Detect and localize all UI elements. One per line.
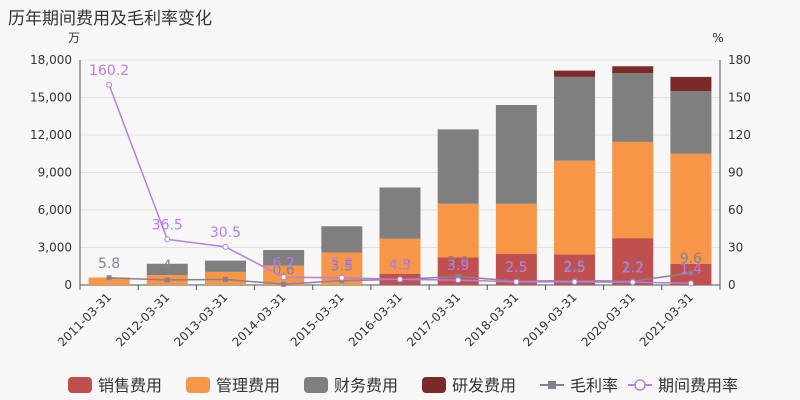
y-left-tick-label: 9,000 bbox=[38, 166, 72, 180]
x-tick-label: 2013-03-31 bbox=[171, 290, 230, 349]
line-point bbox=[688, 270, 694, 276]
data-label: 4.3 bbox=[389, 257, 411, 273]
bar-segment bbox=[379, 238, 421, 274]
x-tick-label: 2016-03-31 bbox=[346, 290, 405, 349]
x-tick-label: 2012-03-31 bbox=[113, 290, 172, 349]
bar-segment bbox=[670, 153, 712, 264]
bar-segment bbox=[321, 226, 363, 253]
bar-segment bbox=[612, 66, 654, 74]
data-label: 2.5 bbox=[505, 260, 527, 276]
y-right-tick-label: 30 bbox=[728, 241, 743, 255]
legend-swatch bbox=[68, 377, 92, 393]
x-tick-label: 2020-03-31 bbox=[579, 290, 638, 349]
data-label: 1.7 bbox=[622, 259, 644, 275]
line-point bbox=[164, 236, 171, 243]
bar-segment bbox=[670, 91, 712, 154]
line-point bbox=[687, 280, 694, 287]
line-point bbox=[164, 277, 170, 283]
x-tick-label: 2021-03-31 bbox=[637, 290, 696, 349]
legend-label: 管理费用 bbox=[216, 376, 280, 395]
line-point bbox=[513, 278, 520, 285]
y-right-tick-label: 90 bbox=[728, 166, 743, 180]
line-point bbox=[106, 81, 113, 88]
line-point bbox=[455, 274, 461, 279]
line-point bbox=[629, 279, 636, 286]
legend-label: 财务费用 bbox=[334, 376, 398, 395]
y-left-tick-label: 0 bbox=[64, 278, 72, 292]
bar-segment bbox=[437, 203, 479, 258]
y-right-unit: % bbox=[712, 31, 723, 45]
x-tick-label: 2017-03-31 bbox=[404, 290, 463, 349]
legend-swatch bbox=[186, 377, 210, 393]
y-left-tick-label: 18,000 bbox=[30, 53, 72, 67]
data-label: 36.5 bbox=[152, 217, 183, 233]
line-point bbox=[281, 281, 287, 287]
y-left-unit: 万 bbox=[68, 31, 80, 45]
line-point bbox=[280, 274, 287, 281]
data-label: 30.5 bbox=[210, 225, 241, 241]
data-label: 6.2 bbox=[273, 255, 295, 271]
line-point bbox=[455, 277, 462, 284]
bar-segment bbox=[495, 105, 537, 204]
bar-segment bbox=[612, 141, 654, 239]
legend-marker bbox=[548, 381, 556, 389]
line-point bbox=[222, 243, 229, 250]
data-label: 5.8 bbox=[98, 256, 120, 272]
legend-marker bbox=[634, 379, 646, 391]
data-label: 9.6 bbox=[680, 251, 702, 267]
legend-swatch bbox=[304, 377, 328, 393]
y-left-tick-label: 12,000 bbox=[30, 128, 72, 142]
bar-segment bbox=[670, 76, 712, 92]
legend-label: 销售费用 bbox=[98, 376, 162, 395]
y-left-tick-label: 3,000 bbox=[38, 241, 72, 255]
bar-segment bbox=[612, 238, 654, 285]
x-tick-label: 2019-03-31 bbox=[520, 290, 579, 349]
data-label: 5.8 bbox=[331, 256, 353, 272]
bar-segment bbox=[88, 277, 130, 285]
bar-segment bbox=[554, 70, 596, 77]
data-label: 3.9 bbox=[447, 255, 469, 271]
data-label: 2.5 bbox=[563, 259, 585, 275]
bar-segment bbox=[612, 73, 654, 142]
y-right-tick-label: 60 bbox=[728, 203, 743, 217]
y-right-tick-label: 150 bbox=[728, 91, 751, 105]
y-right-tick-label: 0 bbox=[728, 278, 736, 292]
line-point bbox=[338, 274, 345, 281]
data-label: 160.2 bbox=[89, 63, 129, 79]
bar-segment bbox=[379, 187, 421, 239]
chart-title: 历年期间费用及毛利率变化 bbox=[8, 9, 212, 29]
y-left-tick-label: 15,000 bbox=[30, 91, 72, 105]
line-point bbox=[571, 278, 578, 285]
y-right-tick-label: 120 bbox=[728, 128, 751, 142]
bar-segment bbox=[263, 250, 305, 266]
bar-segment bbox=[554, 76, 596, 161]
bar-segment bbox=[204, 260, 246, 272]
data-label: 4 bbox=[163, 258, 172, 274]
data-label: 2.5 bbox=[563, 260, 585, 276]
x-tick-label: 2018-03-31 bbox=[462, 290, 521, 349]
legend-label: 期间费用率 bbox=[658, 376, 738, 395]
legend-swatch bbox=[422, 377, 446, 393]
y-right-tick-label: 180 bbox=[728, 53, 751, 67]
legend-label: 毛利率 bbox=[570, 376, 618, 395]
line-point bbox=[106, 275, 112, 281]
bar-segment bbox=[554, 160, 596, 255]
data-label: 1.4 bbox=[680, 261, 702, 277]
y-left-tick-label: 6,000 bbox=[38, 203, 72, 217]
data-label: 3.5 bbox=[331, 259, 353, 275]
x-tick-label: 2011-03-31 bbox=[55, 290, 114, 349]
bar-segment bbox=[146, 263, 188, 275]
data-label: 2.5 bbox=[505, 259, 527, 275]
data-label: 2.2 bbox=[622, 260, 644, 276]
data-label: 4.5 bbox=[389, 257, 411, 273]
x-tick-label: 2014-03-31 bbox=[230, 290, 289, 349]
bar-segment bbox=[437, 129, 479, 204]
line-point bbox=[222, 276, 228, 282]
data-label: 3.9 bbox=[447, 258, 469, 274]
bar-segment bbox=[495, 203, 537, 254]
legend-label: 研发费用 bbox=[452, 376, 516, 395]
line-point bbox=[397, 276, 403, 283]
x-tick-label: 2015-03-31 bbox=[288, 290, 347, 349]
